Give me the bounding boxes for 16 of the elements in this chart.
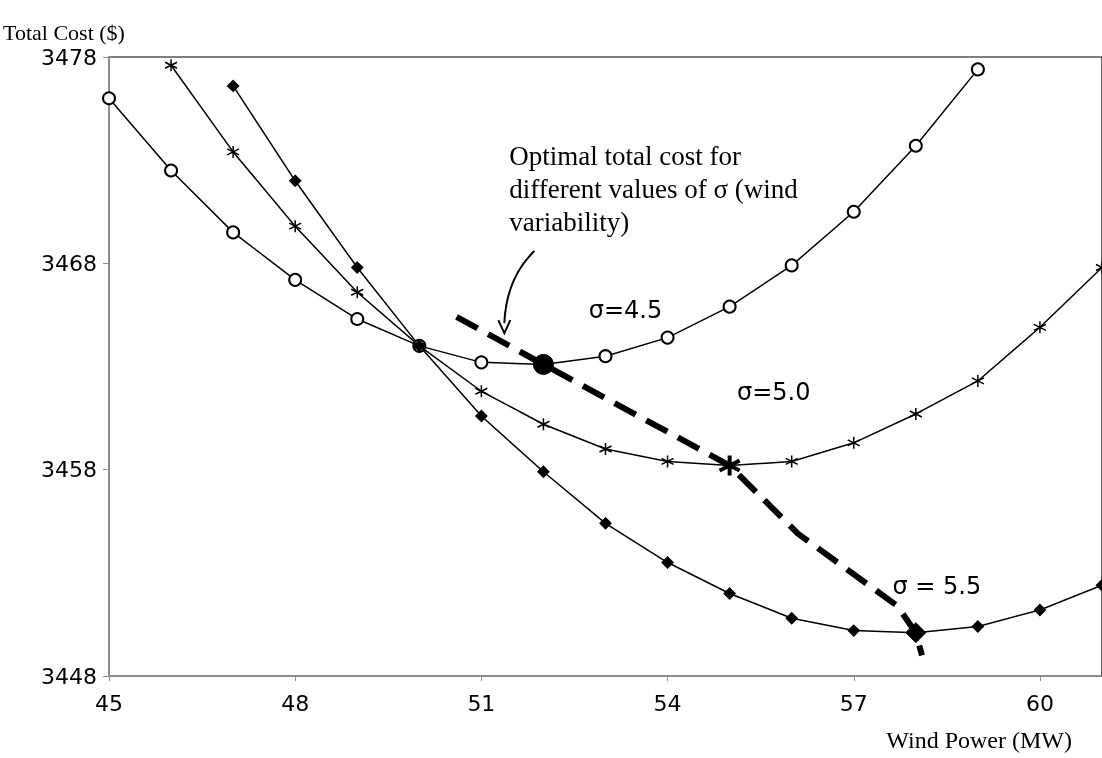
x-tick-label: 60	[1025, 690, 1054, 716]
series-label: σ = 5.5	[892, 572, 982, 601]
x-tick-label: 48	[281, 690, 310, 716]
x-axis-title: Wind Power (MW)	[886, 727, 1072, 753]
series-label: σ=4.5	[588, 296, 663, 325]
x-tick-label: 57	[839, 690, 868, 716]
x-tick-label: 45	[95, 690, 123, 716]
y-axis-title: Total Cost ($)	[3, 19, 125, 45]
x-tick-label: 54	[653, 690, 682, 716]
y-tick-label: 3448	[41, 663, 97, 689]
y-tick-label: 3468	[41, 250, 97, 276]
annotation: Optimal total cost for different values of σ (wind variability)	[509, 140, 805, 237]
series-label: σ=5.0	[736, 378, 811, 407]
y-tick-label: 3478	[41, 44, 97, 70]
y-tick-label: 3458	[41, 457, 97, 483]
x-tick-label: 51	[467, 690, 496, 716]
